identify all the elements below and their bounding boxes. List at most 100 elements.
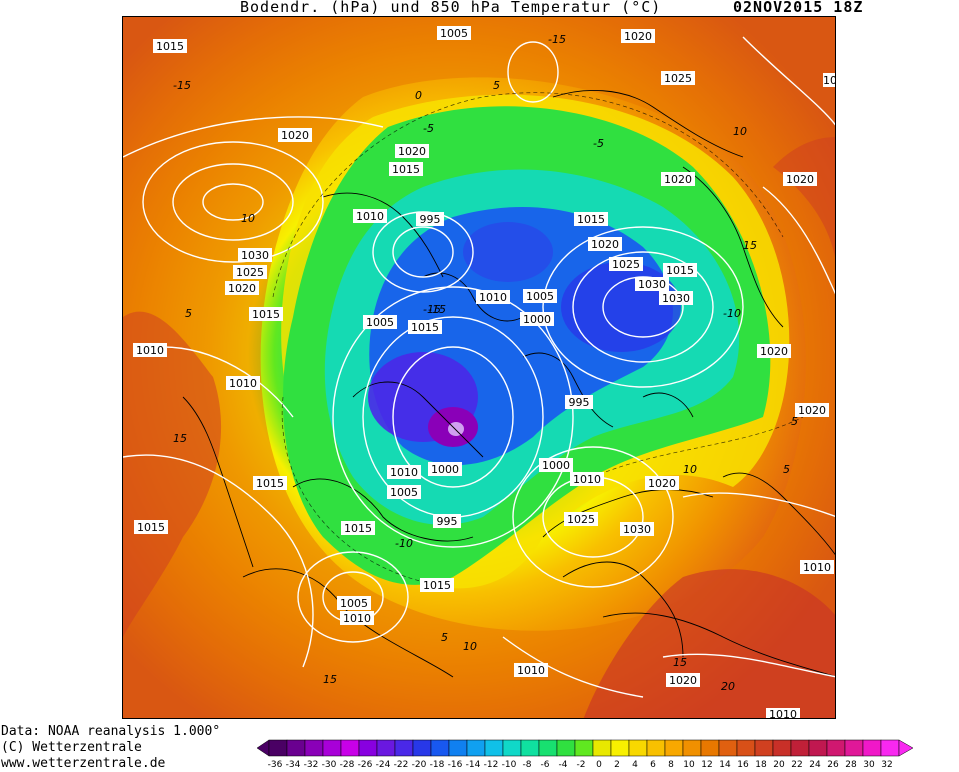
legend-swatch xyxy=(862,739,882,757)
isobar-label: 1015 xyxy=(249,307,283,321)
isotherm-label: 5 xyxy=(791,415,798,428)
svg-text:10: 10 xyxy=(823,74,836,87)
svg-text:1015: 1015 xyxy=(256,477,284,490)
isotherm-label: 10 xyxy=(463,640,477,653)
legend-swatch xyxy=(826,739,846,757)
svg-text:995: 995 xyxy=(437,515,458,528)
isobar-label: 1005 xyxy=(523,289,557,303)
isobar-label-group: 1015 1005 1020 1025 10 1020 1020 1015 10… xyxy=(133,26,836,718)
isobar-label: 995 xyxy=(565,395,593,409)
isotherm-label: -5 xyxy=(423,122,434,135)
svg-text:1010: 1010 xyxy=(573,473,601,486)
legend-swatch xyxy=(574,739,594,757)
isotherm-label: 5 xyxy=(185,307,192,320)
legend-tick-label: 0 xyxy=(596,760,602,769)
legend-swatch xyxy=(268,739,288,757)
svg-text:1015: 1015 xyxy=(344,522,372,535)
isobar-label: 1005 xyxy=(437,26,471,40)
isobar-label: 1010 xyxy=(340,611,374,625)
coastlines xyxy=(182,90,835,678)
legend-swatch xyxy=(646,739,666,757)
legend-swatch xyxy=(448,739,468,757)
legend-swatch xyxy=(394,739,414,757)
svg-text:995: 995 xyxy=(569,396,590,409)
isobar-label: 1005 xyxy=(387,485,421,499)
map-date: 02NOV2015 18Z xyxy=(733,0,864,16)
isobar-label: 1010 xyxy=(353,209,387,223)
svg-text:1020: 1020 xyxy=(228,282,256,295)
svg-text:1005: 1005 xyxy=(390,486,418,499)
svg-text:1015: 1015 xyxy=(423,579,451,592)
legend-swatch xyxy=(556,739,576,757)
legend-tick-label: 4 xyxy=(632,760,638,769)
legend-swatch xyxy=(286,739,306,757)
isobar-label: 1030 xyxy=(620,522,654,536)
map-title: Bodendr. (hPa) und 850 hPa Temperatur (°… xyxy=(240,0,662,16)
isotherm-label: -15 xyxy=(428,303,446,316)
svg-text:1025: 1025 xyxy=(664,72,692,85)
isobar-label: 1020 xyxy=(225,281,259,295)
isobar-label: 1030 xyxy=(659,291,693,305)
legend-tick-label: -4 xyxy=(559,760,568,769)
isobar-label: 1020 xyxy=(588,237,622,251)
svg-text:1005: 1005 xyxy=(526,290,554,303)
isobar-label: 1010 xyxy=(800,560,834,574)
legend-swatch xyxy=(376,739,396,757)
legend-bar xyxy=(256,739,914,757)
legend-tick-label: 20 xyxy=(773,760,785,769)
svg-text:1020: 1020 xyxy=(798,404,826,417)
isobar-label: 1020 xyxy=(661,172,695,186)
legend-tick-label: -10 xyxy=(502,760,517,769)
website-link[interactable]: www.wetterzentrale.de xyxy=(1,756,166,771)
isobar-label: 1005 xyxy=(363,315,397,329)
isobar-label: 1005 xyxy=(337,596,371,610)
isobar-label: 1010 xyxy=(766,708,800,718)
svg-text:1020: 1020 xyxy=(664,173,692,186)
warm-area-west xyxy=(123,311,222,637)
isotherm-label: -5 xyxy=(593,137,604,150)
legend-swatch xyxy=(520,739,540,757)
isobar-label: 1015 xyxy=(253,476,287,490)
legend-swatch xyxy=(484,739,504,757)
legend-swatch xyxy=(682,739,702,757)
legend-tick-label: -24 xyxy=(376,760,391,769)
isobars xyxy=(123,36,835,698)
svg-text:1020: 1020 xyxy=(624,30,652,43)
isobar-label: 1020 xyxy=(621,29,655,43)
svg-text:1015: 1015 xyxy=(156,40,184,53)
legend-tick-label: 26 xyxy=(827,760,839,769)
svg-text:1000: 1000 xyxy=(542,459,570,472)
weather-map: 1015 1005 1020 1025 10 1020 1020 1015 10… xyxy=(122,16,836,719)
legend-tick-label: 30 xyxy=(863,760,875,769)
legend-swatch xyxy=(718,739,738,757)
isobar-label: 1015 xyxy=(389,162,423,176)
isotherm-label: 5 xyxy=(441,631,448,644)
isotherm-label: 0 xyxy=(415,89,422,102)
isobar-label: 1025 xyxy=(233,265,267,279)
isotherm-label: -10 xyxy=(723,307,741,320)
isotherm-label: 10 xyxy=(683,463,697,476)
warm-area-east xyxy=(773,137,835,257)
isobar-label: 1015 xyxy=(134,520,168,534)
legend-tick-label: -34 xyxy=(286,760,301,769)
svg-text:1030: 1030 xyxy=(241,249,269,262)
svg-text:1015: 1015 xyxy=(411,321,439,334)
svg-text:1015: 1015 xyxy=(577,213,605,226)
isotherm-label: 10 xyxy=(733,125,747,138)
svg-text:1020: 1020 xyxy=(786,173,814,186)
svg-text:1000: 1000 xyxy=(523,313,551,326)
legend-tick-label: -14 xyxy=(466,760,481,769)
legend-tick-label: -30 xyxy=(322,760,337,769)
legend-tick-label: -22 xyxy=(394,760,409,769)
svg-text:1025: 1025 xyxy=(567,513,595,526)
isobar-label: 1030 xyxy=(238,248,272,262)
copyright-note: (C) Wetterzentrale xyxy=(1,740,142,755)
isotherm-label: -10 xyxy=(395,537,413,550)
data-source-note: Data: NOAA reanalysis 1.000° xyxy=(1,724,221,739)
legend-swatch xyxy=(736,739,756,757)
isobar-label: 1010 xyxy=(226,376,260,390)
svg-text:1020: 1020 xyxy=(648,477,676,490)
isobar-label: 1025 xyxy=(609,257,643,271)
isobar-label: 1010 xyxy=(387,465,421,479)
svg-text:1015: 1015 xyxy=(137,521,165,534)
